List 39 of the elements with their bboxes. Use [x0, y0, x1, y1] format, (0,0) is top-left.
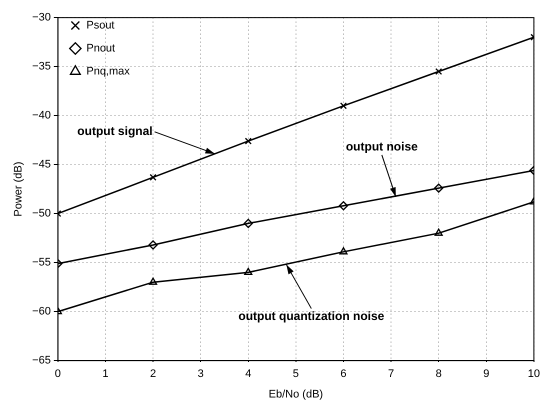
- point: [434, 183, 444, 193]
- legend-label: Pnq,max: [86, 66, 130, 78]
- y-tick-label: −65: [32, 354, 51, 367]
- point: [148, 278, 158, 285]
- x-tick-label: 2: [150, 368, 156, 380]
- x-tick-label: 3: [198, 368, 204, 380]
- point: [148, 240, 158, 250]
- x-tick-label: 4: [245, 368, 252, 380]
- point: [244, 268, 252, 276]
- y-tick-label: −55: [32, 256, 51, 269]
- legend-label: Psout: [86, 20, 114, 32]
- x-axis-title: Eb/No (dB): [268, 388, 324, 400]
- x-tick-label: 7: [388, 368, 394, 380]
- point: [244, 138, 252, 145]
- point: [338, 201, 348, 210]
- x-tick-label: 6: [340, 368, 347, 380]
- x-tick-label: 9: [483, 368, 490, 380]
- point: [434, 228, 443, 236]
- annotation: output quantization noise: [238, 308, 385, 323]
- y-tick-label: −50: [32, 208, 51, 220]
- x-tick-label: 0: [54, 368, 61, 380]
- y-tick-label: −30: [32, 12, 51, 24]
- annotation: output signal: [77, 124, 153, 138]
- point: [244, 218, 253, 228]
- x-tick-label: 1: [102, 368, 109, 380]
- x-tick-label: 5: [292, 368, 299, 380]
- x-tick-label: 10: [528, 368, 540, 380]
- point: [150, 174, 157, 181]
- point: [339, 247, 348, 254]
- point: [435, 68, 442, 75]
- x-tick-label: 8: [436, 368, 442, 380]
- annotation: output noise: [346, 139, 418, 154]
- y-axis-title: Power (dB): [12, 162, 25, 217]
- y-tick-label: −45: [32, 158, 51, 171]
- point: [340, 102, 347, 110]
- y-tick-label: −35: [32, 60, 51, 73]
- y-tick-label: −40: [32, 110, 51, 122]
- legend-label: Pnout: [86, 42, 116, 55]
- y-tick-label: −60: [32, 306, 51, 318]
